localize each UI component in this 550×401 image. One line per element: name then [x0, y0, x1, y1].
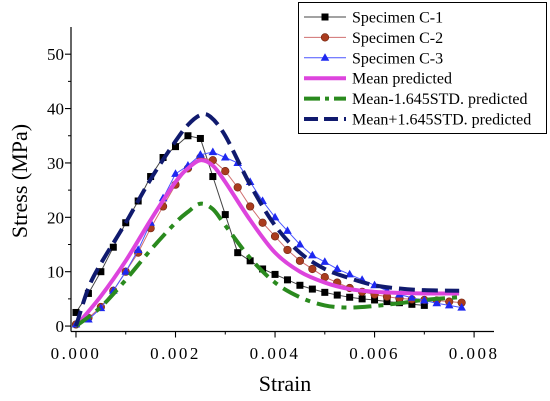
specimen-c-1-marker: [184, 132, 192, 140]
x-tick-label: 0.004: [250, 344, 301, 363]
series-mean-predicted: [74, 158, 460, 328]
specimen-c-1-marker: [271, 270, 279, 278]
y-tick-label: 20: [47, 208, 64, 227]
specimen-c-1-marker: [308, 285, 316, 293]
specimen-c-3-marker: [308, 250, 317, 259]
specimen-c-3-marker: [133, 245, 143, 253]
legend-entry-specimen-c-1: Specimen C-1: [304, 10, 443, 27]
specimen-c-1-marker: [172, 143, 180, 151]
specimen-c-1-marker: [283, 276, 291, 284]
x-tick-label: 0.006: [349, 344, 400, 363]
legend-label: Mean predicted: [352, 71, 452, 88]
specimen-c-3-marker: [270, 212, 280, 221]
y-tick-label: 40: [47, 100, 64, 119]
plot-area: [71, 112, 466, 329]
legend-entry-mean-predicted: Mean predicted: [304, 71, 452, 88]
specimen-c-1-marker: [196, 134, 204, 142]
specimen-c-1-marker: [296, 281, 304, 289]
specimen-c-2-marker: [308, 264, 317, 274]
y-tick-label: 30: [47, 154, 64, 173]
specimen-c-1-marker: [321, 288, 329, 296]
legend: Specimen C-1 Specimen C-2 Specimen C-3 Mean…: [298, 2, 547, 134]
series-specimen-c-1: [72, 132, 428, 316]
x-tick-label: 0.000: [51, 344, 102, 363]
specimen-c-2-marker: [295, 256, 305, 265]
specimen-c-1-marker: [371, 296, 379, 304]
specimen-c-3-marker: [295, 239, 305, 248]
specimen-c-3-marker: [196, 150, 205, 158]
specimen-c-1-marker: [221, 211, 229, 219]
legend-label: Mean-1.645STD. predicted: [352, 91, 528, 108]
specimen-c-1-marker: [97, 268, 105, 276]
series-mean-1-645std-predicted: [74, 112, 460, 327]
mean-1-645std-predicted-curve: [74, 112, 460, 327]
x-axis-label: Strain: [259, 371, 312, 396]
specimen-c-1-marker: [420, 301, 428, 309]
mean-predicted-curve: [74, 158, 460, 328]
specimen-c-3-marker: [444, 300, 454, 309]
specimen-c-3-marker: [208, 147, 218, 156]
specimen-c-3-marker: [220, 152, 230, 161]
legend-marker: [320, 53, 330, 61]
specimen-c-3-marker: [121, 267, 131, 275]
x-tick-label: 0.002: [150, 344, 201, 363]
legend-entry-specimen-c-2: Specimen C-2: [304, 30, 443, 47]
legend-box: [298, 2, 547, 134]
legend-label: Specimen C-3: [352, 50, 443, 67]
specimen-c-1-marker: [358, 295, 366, 303]
legend-label: Mean+1.645STD. predicted: [352, 112, 531, 129]
axes: 0.000 0.002 0.004 0.006 0.008 0 10 20 30 40 50: [47, 27, 500, 363]
legend-marker: [321, 13, 329, 21]
specimen-c-3-marker: [171, 169, 180, 177]
specimen-c-2-marker: [258, 218, 267, 227]
specimen-c-1-marker: [109, 243, 117, 251]
y-tick-label: 50: [47, 45, 64, 64]
specimen-c-3-marker: [283, 226, 292, 234]
specimen-c-3-marker: [432, 298, 442, 307]
legend-marker: [320, 33, 330, 42]
y-tick-label: 10: [47, 263, 64, 282]
specimen-c-1-marker: [333, 291, 341, 299]
specimen-c-3-marker: [420, 295, 429, 304]
specimen-c-1-marker: [246, 257, 254, 265]
specimen-c-1-marker: [72, 308, 80, 316]
specimen-c-1-marker: [408, 300, 416, 308]
x-tick-label: 0.008: [449, 344, 500, 363]
legend-entry-mean-1-645std-predicted: Mean-1.645STD. predicted: [304, 91, 528, 108]
specimen-c-2-marker: [283, 245, 292, 255]
specimen-c-1-marker: [209, 173, 217, 181]
specimen-c-3-marker: [457, 302, 466, 311]
specimen-c-3-marker: [407, 293, 417, 301]
y-tick-label: 0: [56, 317, 65, 336]
specimen-c-3-marker: [332, 264, 342, 272]
legend-label: Specimen C-2: [352, 30, 443, 47]
mean-1-645std-predicted-curve: [74, 201, 460, 328]
specimen-c-2-marker: [233, 183, 242, 192]
specimen-c-1-marker: [346, 293, 354, 301]
specimen-c-2-marker: [246, 202, 255, 211]
specimen-c-1-marker: [234, 249, 242, 257]
specimen-c-3-marker: [320, 257, 330, 265]
specimen-c-1-marker: [383, 298, 391, 306]
specimen-c-2-marker: [221, 166, 230, 176]
y-axis-label: Stress (MPa): [7, 124, 32, 238]
specimen-c-2-line: [75, 156, 462, 325]
legend-label: Specimen C-1: [352, 10, 443, 27]
legend-entry-specimen-c-3: Specimen C-3: [304, 50, 443, 67]
legend-entry-mean-1-645std-predicted: Mean+1.645STD. predicted: [304, 112, 531, 129]
series-mean-1-645std-predicted: [74, 201, 460, 328]
specimen-c-2-marker: [270, 232, 280, 241]
